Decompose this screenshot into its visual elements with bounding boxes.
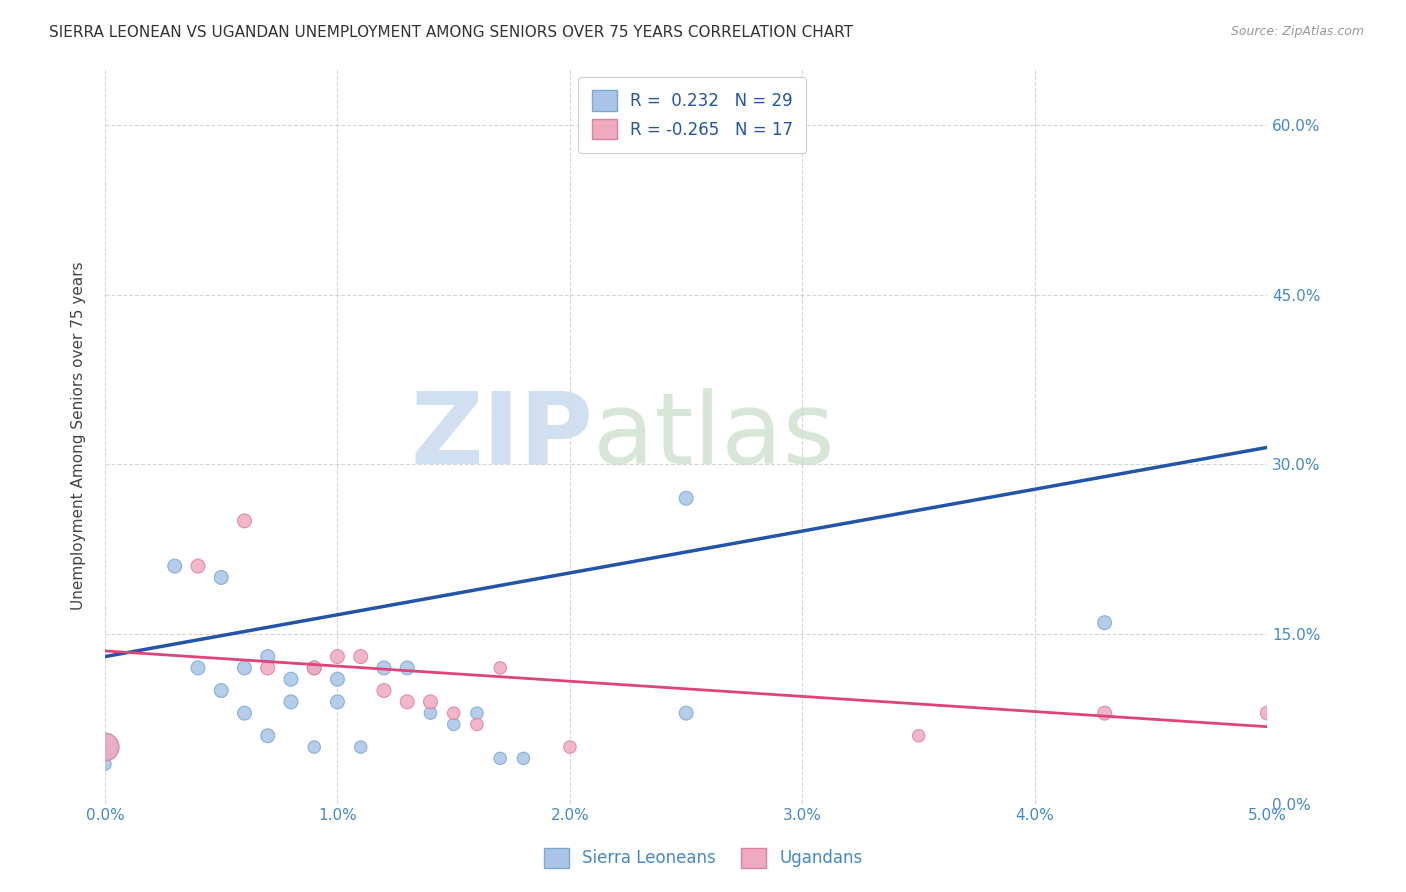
Point [512, 751, 534, 765]
Point [302, 740, 325, 755]
Point [443, 717, 465, 731]
Point [675, 706, 697, 720]
Point [302, 661, 325, 675]
Point [302, 661, 325, 675]
Point [280, 672, 302, 686]
Point [605, 118, 627, 132]
Point [373, 683, 395, 698]
Point [396, 661, 419, 675]
Text: SIERRA LEONEAN VS UGANDAN UNEMPLOYMENT AMONG SENIORS OVER 75 YEARS CORRELATION C: SIERRA LEONEAN VS UGANDAN UNEMPLOYMENT A… [49, 25, 853, 40]
Y-axis label: Unemployment Among Seniors over 75 years: Unemployment Among Seniors over 75 years [72, 261, 86, 610]
Point [1256, 706, 1278, 720]
Point [280, 695, 302, 709]
Point [489, 661, 512, 675]
Text: ZIP: ZIP [411, 387, 593, 484]
Point [443, 706, 465, 720]
Point [94, 757, 117, 772]
Point [675, 491, 697, 506]
Legend: R =  0.232   N = 29, R = -0.265   N = 17: R = 0.232 N = 29, R = -0.265 N = 17 [578, 77, 806, 153]
Point [94, 740, 117, 755]
Point [489, 751, 512, 765]
Point [558, 740, 581, 755]
Point [209, 683, 232, 698]
Point [187, 559, 209, 574]
Point [419, 706, 441, 720]
Point [465, 706, 488, 720]
Point [256, 649, 278, 664]
Point [187, 661, 209, 675]
Point [465, 717, 488, 731]
Point [163, 559, 186, 574]
Legend: Sierra Leoneans, Ugandans: Sierra Leoneans, Ugandans [537, 841, 869, 875]
Point [233, 661, 256, 675]
Point [350, 649, 373, 664]
Point [326, 649, 349, 664]
Point [326, 695, 349, 709]
Point [350, 740, 373, 755]
Point [1094, 615, 1116, 630]
Point [256, 661, 278, 675]
Point [256, 729, 278, 743]
Point [94, 740, 117, 755]
Point [233, 706, 256, 720]
Point [233, 514, 256, 528]
Text: atlas: atlas [593, 387, 835, 484]
Point [605, 118, 627, 132]
Text: Source: ZipAtlas.com: Source: ZipAtlas.com [1230, 25, 1364, 38]
Point [396, 695, 419, 709]
Point [373, 661, 395, 675]
Point [326, 672, 349, 686]
Point [1094, 706, 1116, 720]
Point [209, 570, 232, 584]
Point [907, 729, 929, 743]
Point [419, 695, 441, 709]
